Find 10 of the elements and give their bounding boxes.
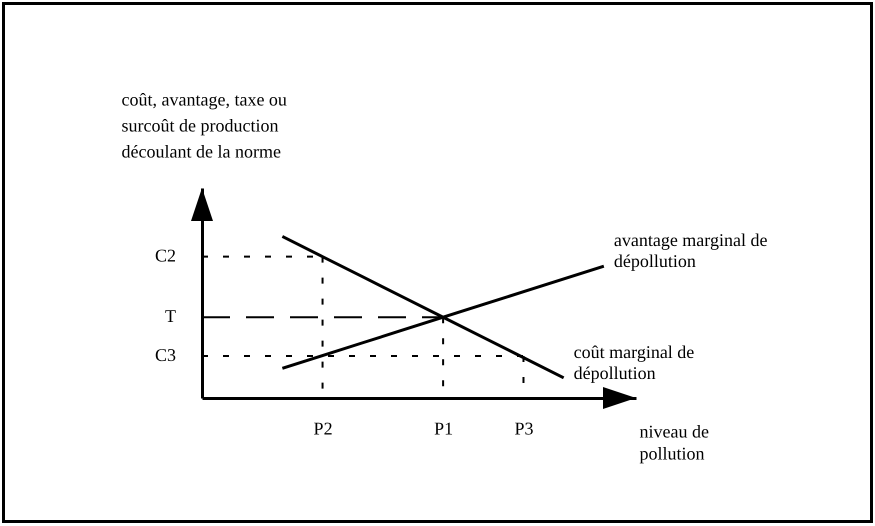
series-label: C2: [154, 246, 176, 266]
x-tick-label: P1: [434, 418, 454, 438]
y-axis-title: coût, avantage, taxe ou surcoût de production découlant de la norme: [122, 90, 287, 162]
x-axis-title: niveau de pollution: [640, 422, 709, 464]
series-label: C3: [154, 345, 176, 365]
x-tick-label: P2: [314, 418, 333, 438]
x-tick-label: P3: [514, 418, 534, 438]
series-label: avantage marginal de dépollution: [614, 230, 768, 272]
series-label: coût marginal de dépollution: [574, 342, 694, 383]
series-label: T: [165, 306, 176, 326]
